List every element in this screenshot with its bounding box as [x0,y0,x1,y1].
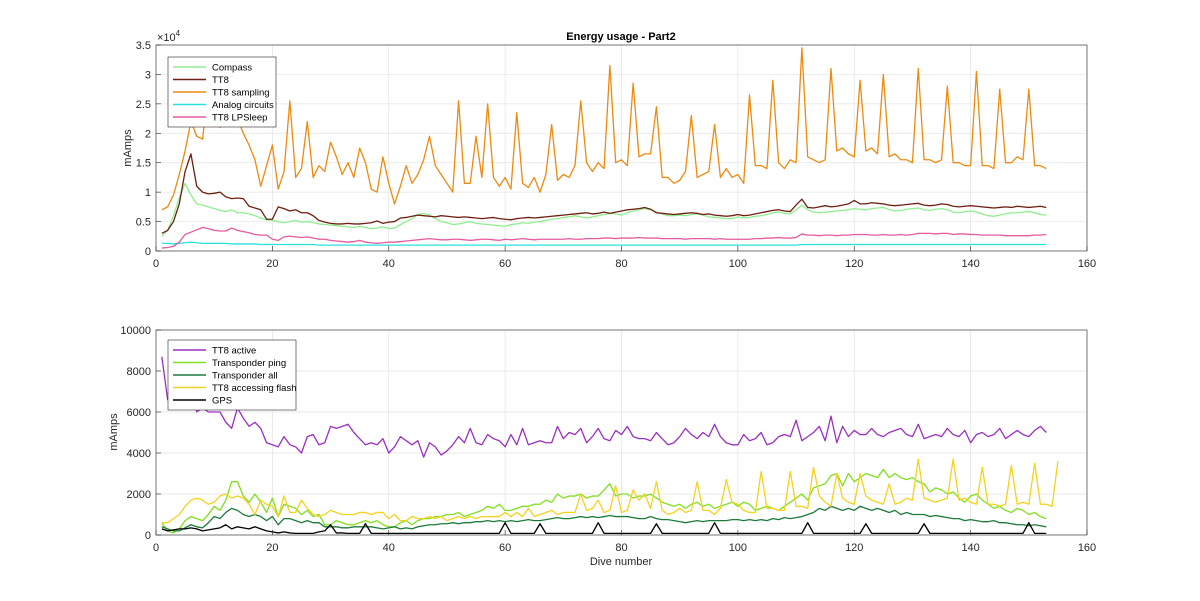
legend-label-tt8: TT8 [212,75,229,86]
top-x-tick-label: 140 [961,258,979,270]
top-y-tick-label: 2 [145,128,151,140]
legend-label-gps: GPS [212,396,232,407]
legend-label-transponder-all: Transponder all [212,371,278,382]
series-line-tt8 [161,153,1047,234]
bottom-y-tick-label: 2000 [127,489,151,501]
bottom-x-tick-label: 40 [383,542,395,554]
bottom-series-layer [161,356,1059,535]
legend-label-analog-circuits: Analog circuits [212,100,274,111]
top-x-tick-label: 0 [153,258,159,270]
legend-label-tt8-active: TT8 active [212,346,256,357]
legend-label-tt8-sampling: TT8 sampling [212,88,270,99]
top-x-tick-label: 20 [266,258,278,270]
top-x-tick-label: 160 [1078,258,1096,270]
top-y-tick-label: 0.5 [136,217,151,229]
bottom-x-axis-label: Dive number [590,556,653,568]
series-line-tt8-accessing-flash [161,458,1059,524]
top-x-tick-label: 40 [383,258,395,270]
top-y-tick-label: 3 [145,69,151,81]
top-y-tick-label: 1.5 [136,158,151,170]
bottom-y-tick-label: 4000 [127,448,151,460]
bottom-y-tick-label: 8000 [127,366,151,378]
bottom-x-tick-label: 60 [499,542,511,554]
series-line-analog-circuits [161,241,1047,246]
bottom-y-tick-label: 0 [145,530,151,542]
top-x-tick-label: 120 [845,258,863,270]
bottom-x-tick-label: 160 [1078,542,1096,554]
legend-label-tt8-lpsleep: TT8 LPSleep [212,113,267,124]
bottom-ticks: 0 20 40 60 80 100 120 140 160 0 2000 4000 6000 8000 10… [120,325,1096,554]
top-y-tick-label: 3.5 [136,40,151,52]
top-x-tick-label: 80 [615,258,627,270]
bottom-x-tick-label: 140 [961,542,979,554]
top-y-exponent-power: 4 [176,29,181,38]
top-chart-title: Energy usage - Part2 [566,31,675,43]
bottom-x-tick-label: 100 [729,542,747,554]
top-axes: 0 20 40 60 80 100 120 140 160 0 0.5 1 1.5 2 2.5 3 3.5 En… [122,29,1096,270]
series-line-compass [161,182,1047,237]
legend-label-tt8-accessing-flash: TT8 accessing flash [212,383,296,394]
bottom-x-tick-label: 120 [845,542,863,554]
top-y-tick-label: 1 [145,187,151,199]
series-line-gps [161,522,1047,535]
legend-label-transponder-ping: Transponder ping [212,358,286,369]
bottom-x-tick-label: 20 [266,542,278,554]
top-ticks: 0 20 40 60 80 100 120 140 160 0 0.5 1 1.5 2 2.5 3 3.5 [136,40,1096,270]
bottom-x-tick-label: 80 [615,542,627,554]
series-line-tt8-lpsleep [161,226,1047,249]
bottom-y-tick-label: 6000 [127,407,151,419]
series-line-tt8-sampling [161,47,1047,211]
bottom-y-axis-label: mAmps [108,413,120,451]
top-y-tick-label: 2.5 [136,99,151,111]
series-line-tt8-active [161,356,1047,458]
bottom-x-tick-label: 0 [153,542,159,554]
top-x-tick-label: 60 [499,258,511,270]
top-series-layer [161,47,1047,249]
bottom-axes: 0 20 40 60 80 100 120 140 160 0 2000 4000 6000 8000 10… [108,325,1096,568]
series-line-transponder-all [161,505,1047,532]
top-y-exponent-base: ×10 [157,32,176,44]
series-line-transponder-ping [161,468,1047,534]
legend-label-compass: Compass [212,63,252,74]
bottom-y-tick-label: 10000 [120,325,151,337]
top-y-exponent: ×104 [157,29,181,44]
top-y-tick-label: 0 [145,246,151,258]
top-x-tick-label: 100 [729,258,747,270]
top-y-axis-label: mAmps [122,129,134,167]
